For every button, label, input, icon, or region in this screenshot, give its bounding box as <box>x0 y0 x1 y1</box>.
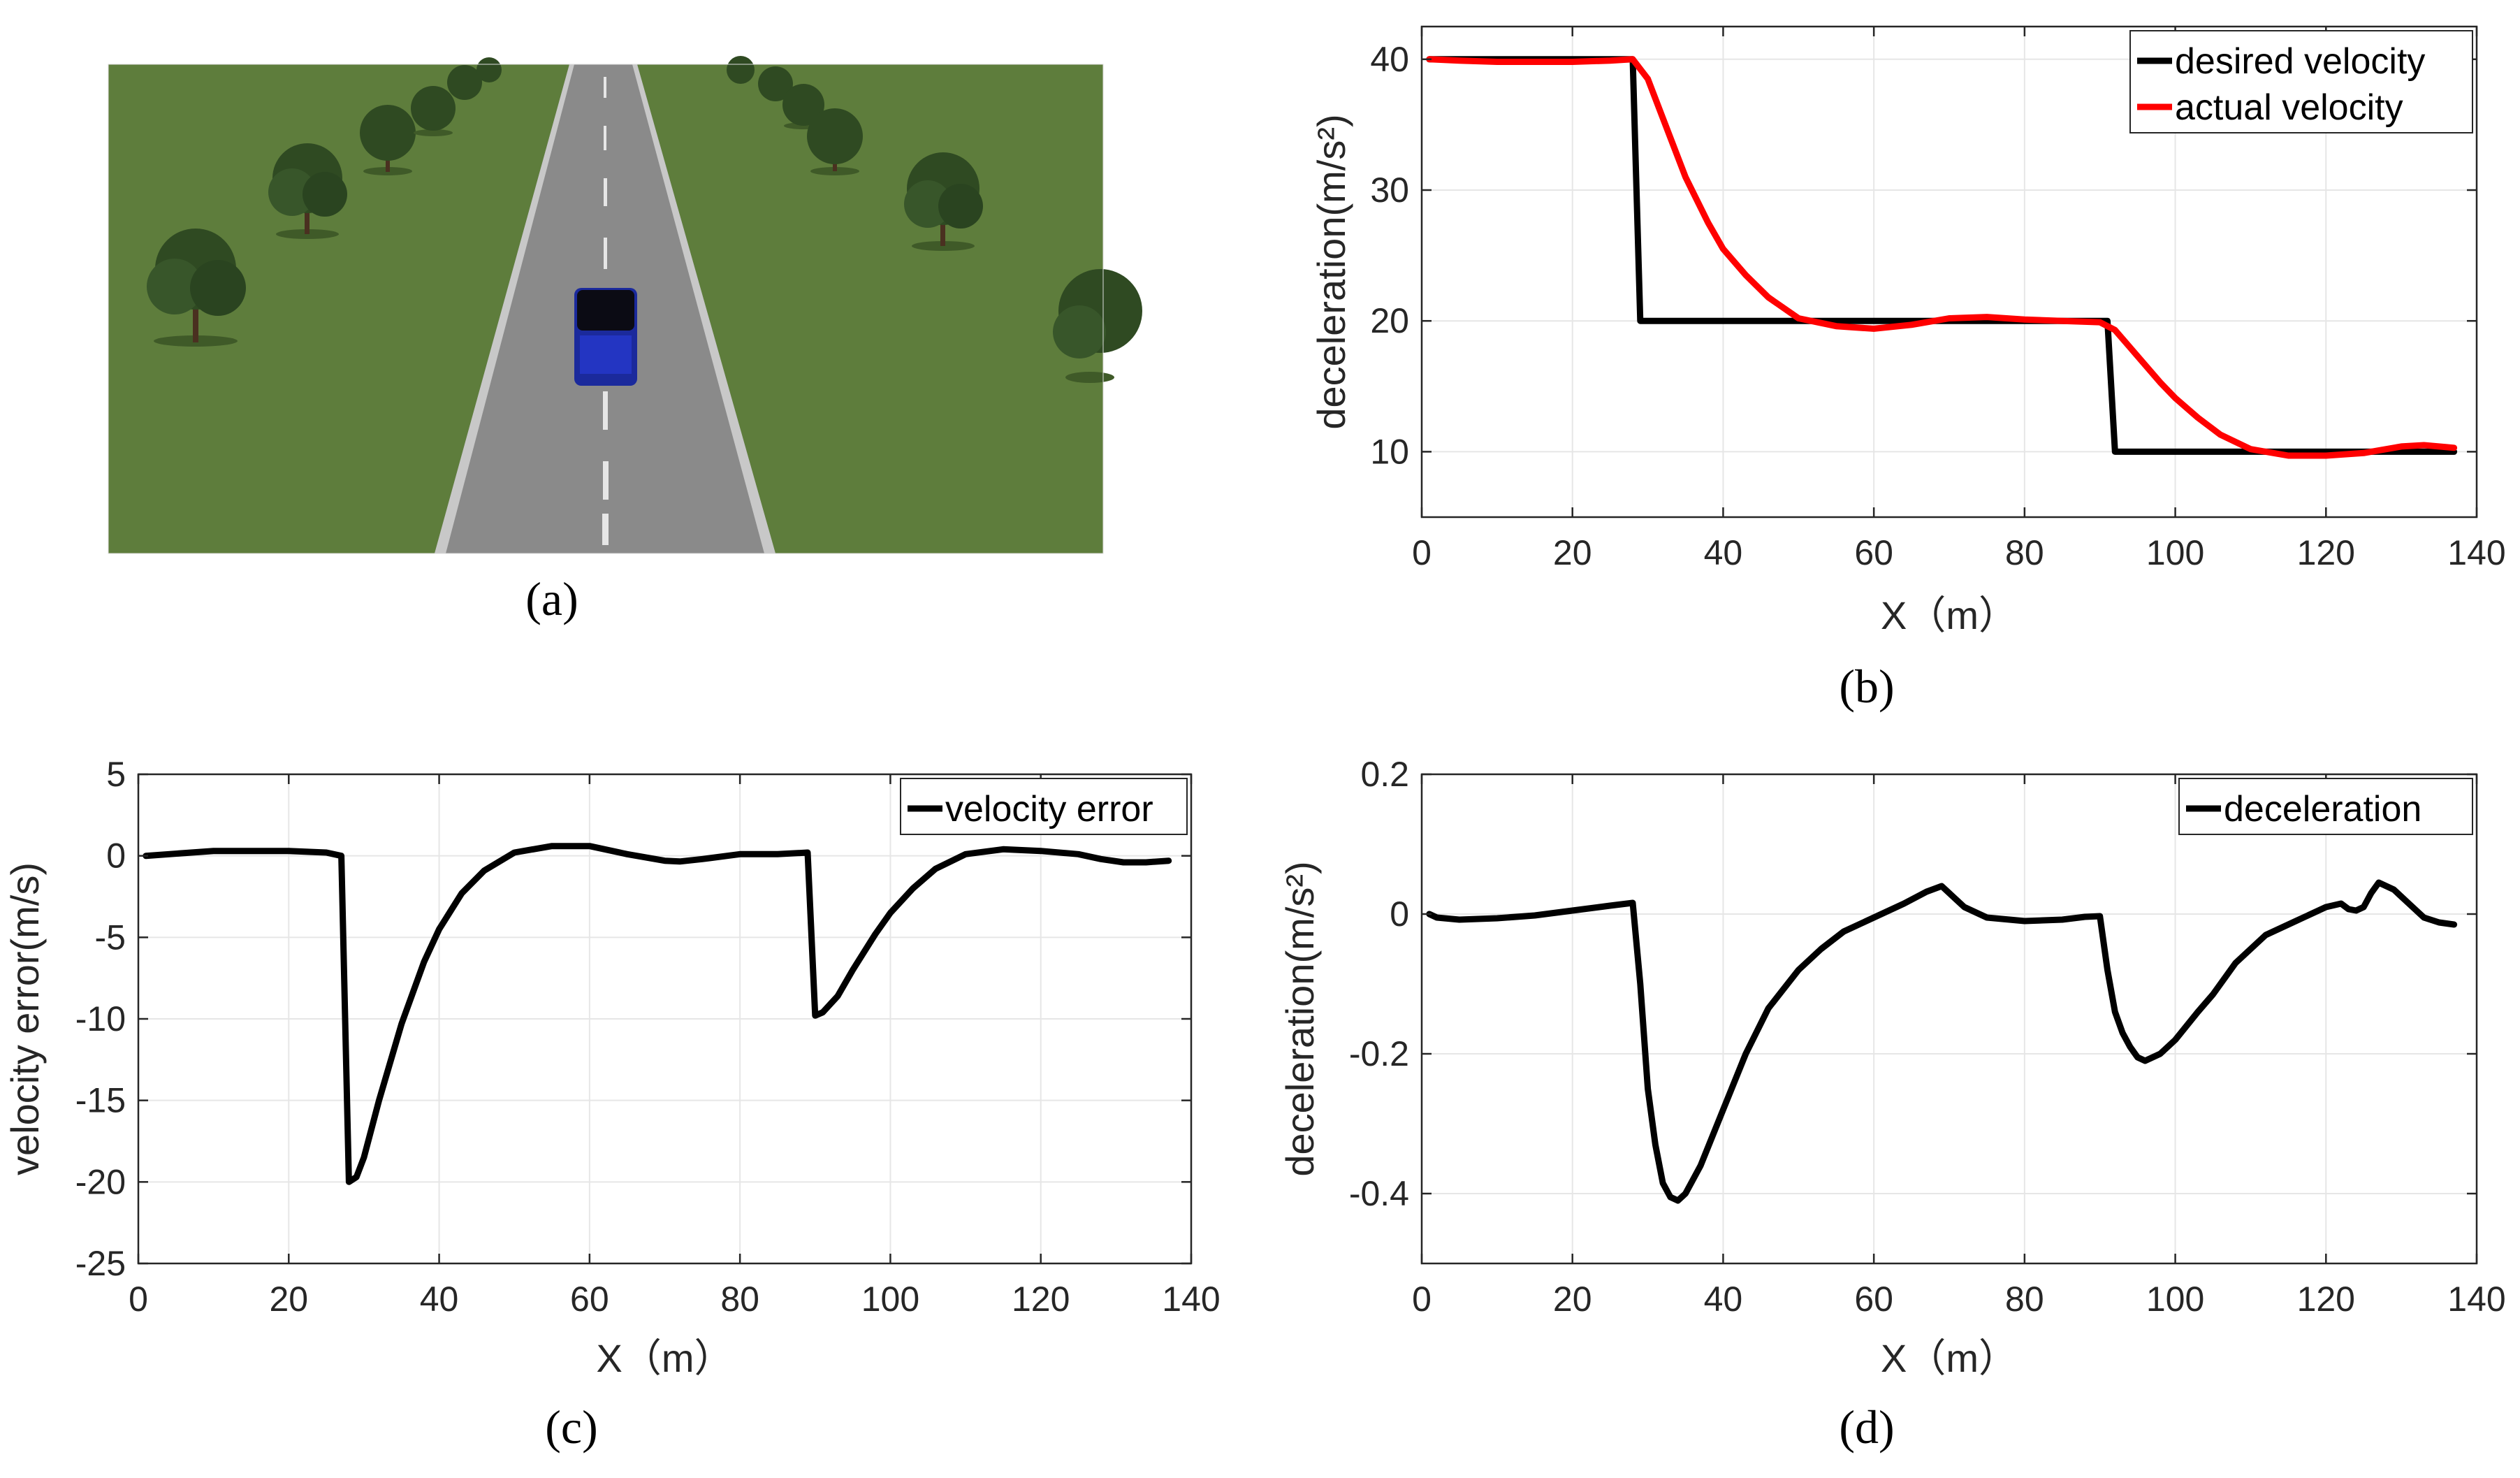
y-tick-label: -10 <box>75 999 126 1038</box>
y-tick-label: 20 <box>1370 301 1409 340</box>
x-axis-label: X（m） <box>1881 1336 2018 1380</box>
x-tick-label: 120 <box>2297 533 2355 572</box>
tree-icon <box>758 66 793 101</box>
y-axis-label: deceleration(m/s²) <box>1309 114 1353 429</box>
tree-icon <box>904 152 983 251</box>
scene-frame <box>108 64 1104 554</box>
x-tick-label: 120 <box>1012 1280 1070 1319</box>
x-axis-label: X（m） <box>597 1336 734 1380</box>
x-axis-label: X（m） <box>1881 593 2018 637</box>
y-axis-label: velocity error(m/s) <box>3 862 47 1175</box>
legend-entry: velocity error <box>945 789 1153 829</box>
x-tick-label: 60 <box>1854 533 1893 572</box>
x-tick-label: 20 <box>1553 1280 1592 1319</box>
tree-icon <box>411 86 456 136</box>
tree-icon <box>147 229 246 347</box>
x-tick-label: 60 <box>570 1280 609 1319</box>
tree-icon <box>447 65 482 100</box>
y-tick-label: 0 <box>1390 894 1409 934</box>
axes-box <box>1420 773 2478 1265</box>
tree-icon <box>1053 269 1142 383</box>
y-tick-label: -0.4 <box>1349 1174 1409 1213</box>
legend-entry: deceleration <box>2224 789 2421 829</box>
series-line-actual-velocity <box>1426 56 2458 459</box>
tree-icon <box>268 143 347 239</box>
x-tick-label: 140 <box>2447 1280 2505 1319</box>
y-tick-label: 0 <box>106 836 126 876</box>
y-tick-label: -25 <box>75 1244 126 1283</box>
x-tick-label: 0 <box>1412 533 1432 572</box>
tree-icon <box>807 108 863 175</box>
tree-icon <box>727 56 755 84</box>
scene-panel <box>108 56 1142 554</box>
x-tick-label: 100 <box>2146 533 2204 572</box>
y-tick-label: -5 <box>95 918 126 957</box>
velocity-chart: 0 20 40 60 80 100 120 140 10 20 30 40 X（m） decelerati… <box>1309 25 2506 637</box>
y-tick-label: -0.2 <box>1349 1034 1409 1073</box>
y-tick-label: 5 <box>106 755 126 794</box>
x-tick-label: 140 <box>2447 533 2505 572</box>
tree-icon <box>360 105 416 175</box>
x-tick-label: 80 <box>720 1280 759 1319</box>
x-tick-label: 20 <box>1553 533 1592 572</box>
legend <box>2178 778 2473 835</box>
y-tick-label: 0.2 <box>1360 755 1409 794</box>
panel-c-label: (c) <box>545 1400 597 1454</box>
x-tick-label: 100 <box>861 1280 919 1319</box>
y-tick-label: 10 <box>1370 432 1409 471</box>
series-line-velocity-error <box>143 843 1172 1185</box>
y-tick-label: -15 <box>75 1081 126 1120</box>
plot-area <box>1422 774 2477 1263</box>
panel-b-label: (b) <box>1839 660 1894 713</box>
x-tick-label: 0 <box>1412 1280 1432 1319</box>
x-tick-label: 80 <box>2005 1280 2044 1319</box>
panel-a-label: (a) <box>525 572 578 625</box>
trees <box>147 56 1142 383</box>
panel-d-label: (d) <box>1839 1400 1894 1454</box>
road-edge-right <box>632 64 775 553</box>
legend-entry: actual velocity <box>2175 87 2403 128</box>
x-tick-label: 60 <box>1854 1280 1893 1319</box>
legend <box>2129 30 2473 133</box>
x-tick-label: 140 <box>1162 1280 1220 1319</box>
tree-icon <box>476 57 502 82</box>
y-tick-label: 40 <box>1370 40 1409 79</box>
y-tick-label: 30 <box>1370 171 1409 210</box>
axes-box <box>1420 25 2478 519</box>
deceleration-chart: 0 20 40 60 80 100 120 140 -0.4 -0.2 0 0.2 X（m） decele… <box>1278 755 2506 1380</box>
y-axis-label: deceleration(m/s²) <box>1278 861 1322 1176</box>
x-tick-label: 40 <box>1704 1280 1743 1319</box>
velocity-error-chart: 0 20 40 60 80 100 120 140 -25 -20 -15 -10 -5 0 5 X（m） ve… <box>3 755 1221 1380</box>
x-tick-label: 40 <box>1704 533 1743 572</box>
x-tick-label: 0 <box>129 1280 148 1319</box>
x-tick-label: 20 <box>269 1280 308 1319</box>
legend-entry: desired velocity <box>2175 41 2425 82</box>
y-tick-label: -20 <box>75 1162 126 1201</box>
x-tick-label: 120 <box>2297 1280 2355 1319</box>
x-tick-label: 80 <box>2005 533 2044 572</box>
legend <box>900 778 1188 835</box>
series-line-deceleration <box>1426 879 2458 1204</box>
vehicle <box>574 288 637 386</box>
x-tick-label: 100 <box>2146 1280 2204 1319</box>
x-tick-label: 40 <box>420 1280 459 1319</box>
road-edge-left <box>435 64 574 553</box>
